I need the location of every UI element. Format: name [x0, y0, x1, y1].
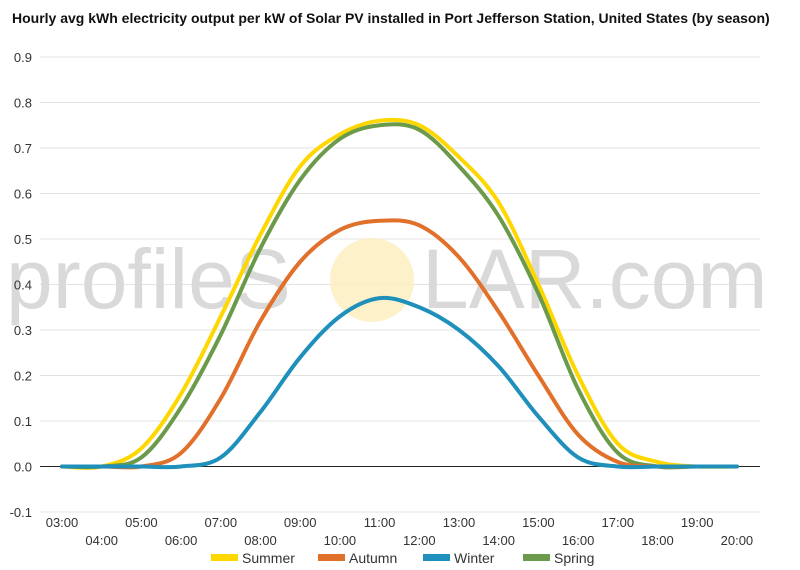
y-tick-label: 0.8	[14, 96, 32, 111]
legend-swatch-winter	[423, 554, 450, 561]
y-tick-label: 0.9	[14, 50, 32, 65]
chart-title: Hourly avg kWh electricity output per kW…	[12, 10, 770, 26]
profilesolar-watermark: profileS LAR.com	[6, 232, 767, 326]
y-tick-label: 0.1	[14, 414, 32, 429]
x-tick-label: 09:00	[284, 515, 317, 530]
legend-label-autumn: Autumn	[349, 550, 397, 566]
x-tick-label: 12:00	[403, 533, 436, 548]
watermark-text-prefix: profileS	[6, 232, 291, 326]
x-tick-label: 06:00	[165, 533, 198, 548]
x-tick-label: 05:00	[125, 515, 158, 530]
y-tick-label: -0.1	[10, 505, 32, 520]
y-tick-label: 0.7	[14, 141, 32, 156]
watermark-text-suffix: LAR.com	[422, 232, 767, 326]
y-tick-label: 0.4	[14, 278, 32, 293]
x-tick-label: 08:00	[244, 533, 277, 548]
legend-swatch-spring	[523, 554, 550, 561]
series-line-spring	[60, 122, 739, 470]
x-axis-ticks: 03:00 04:00 05:00 06:00 07:00 08:00 09:00 10:00…	[46, 515, 753, 548]
x-tick-label: 07:00	[205, 515, 238, 530]
gridlines	[40, 56, 760, 513]
legend-swatch-autumn	[318, 554, 345, 561]
x-tick-label: 03:00	[46, 515, 79, 530]
x-tick-label: 15:00	[522, 515, 555, 530]
y-tick-label: 0.2	[14, 369, 32, 384]
series-line-winter	[60, 295, 739, 470]
legend-swatch-summer	[211, 554, 238, 561]
y-tick-label: 0.5	[14, 232, 32, 247]
x-tick-label: 18:00	[641, 533, 674, 548]
x-tick-label: 13:00	[443, 515, 476, 530]
x-tick-label: 14:00	[482, 533, 515, 548]
y-tick-label: 0.6	[14, 187, 32, 202]
x-tick-label: 20:00	[721, 533, 754, 548]
x-tick-label: 17:00	[602, 515, 635, 530]
series-lines	[60, 117, 739, 470]
x-tick-label: 19:00	[681, 515, 714, 530]
x-tick-label: 11:00	[364, 515, 396, 530]
legend-label-spring: Spring	[554, 550, 594, 566]
series-line-autumn	[60, 218, 739, 470]
x-tick-label: 04:00	[85, 533, 118, 548]
legend-label-winter: Winter	[454, 550, 495, 566]
y-axis-ticks: -0.1 0.0 0.1 0.2 0.3 0.4 0.5 0.6 0.7 0.8 0.9	[10, 50, 32, 520]
x-tick-label: 16:00	[562, 533, 595, 548]
sun-icon	[330, 238, 414, 322]
x-tick-label: 10:00	[324, 533, 357, 548]
y-tick-label: 0.0	[14, 460, 32, 475]
legend: Summer Autumn Winter Spring	[211, 550, 594, 566]
series-line-summer	[60, 117, 739, 470]
y-tick-label: 0.3	[14, 323, 32, 338]
legend-label-summer: Summer	[242, 550, 295, 566]
